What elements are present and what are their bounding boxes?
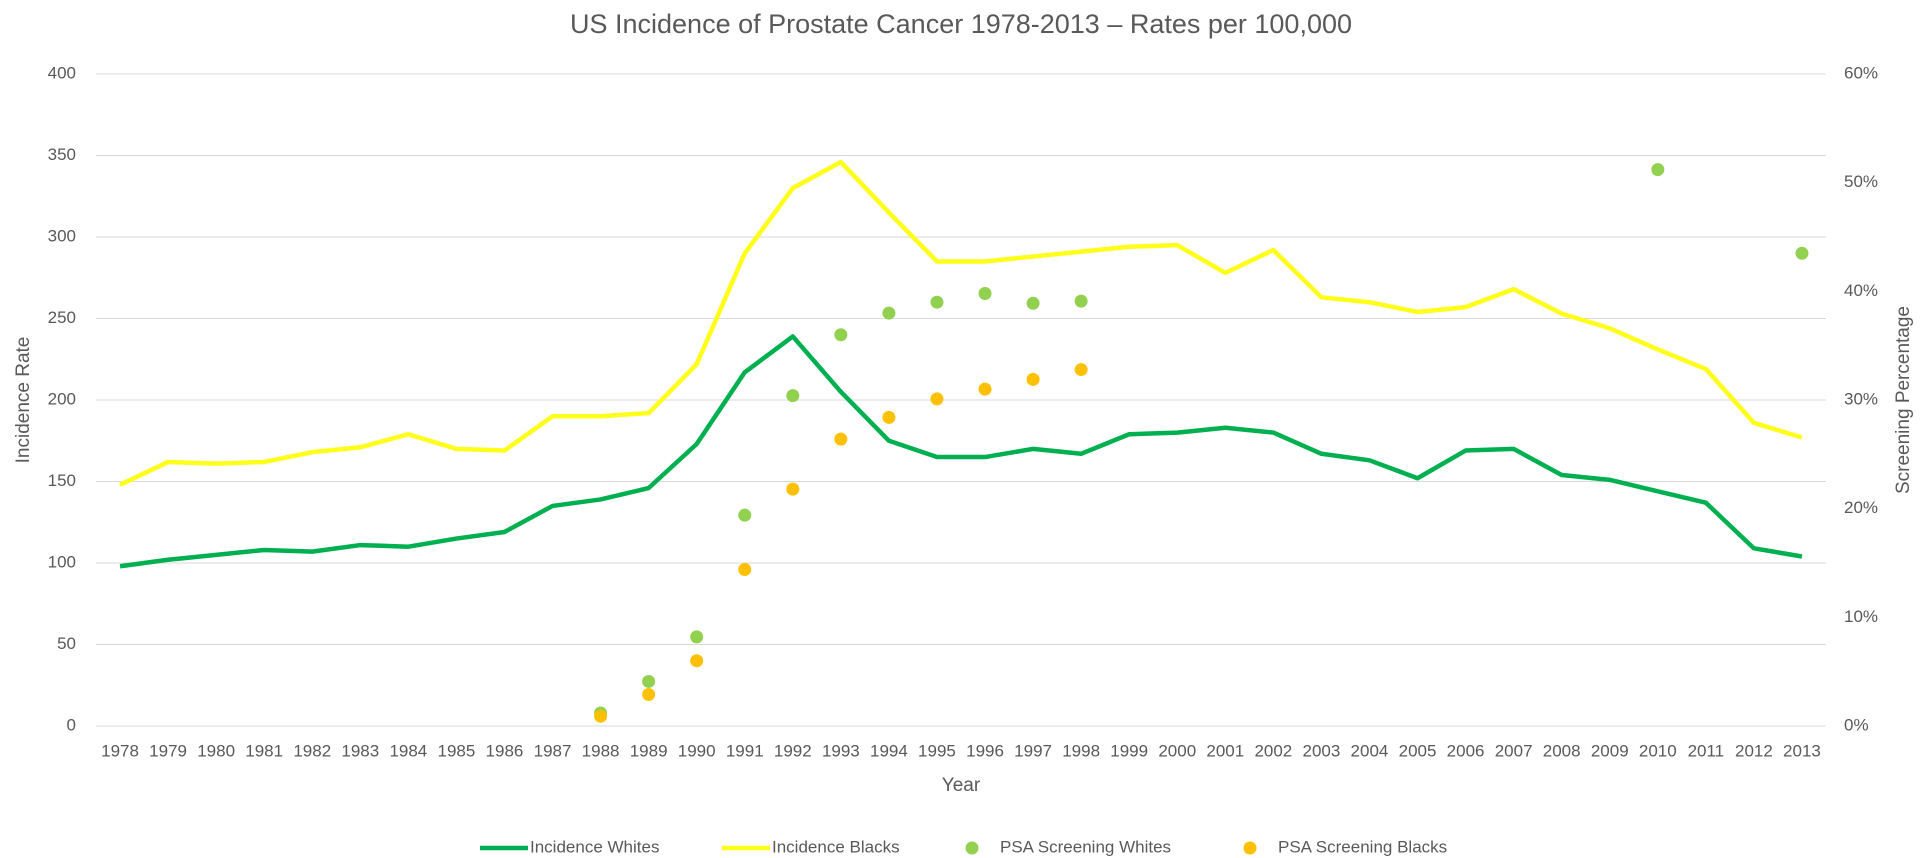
series-point (1074, 294, 1088, 308)
x-tick-label: 2007 (1495, 741, 1533, 760)
series-point (642, 674, 656, 688)
x-tick-label: 1995 (918, 741, 956, 760)
series-point (786, 389, 800, 403)
series-point (978, 287, 992, 301)
x-tick-label: 2004 (1351, 741, 1389, 760)
legend-label: Incidence Whites (530, 837, 659, 856)
series-point (786, 482, 800, 496)
x-tick-label: 2001 (1206, 741, 1244, 760)
legend-label: PSA Screening Blacks (1278, 837, 1447, 856)
x-tick-label: 1989 (630, 741, 668, 760)
y-tick-label: 350 (48, 145, 76, 164)
series-point (834, 432, 848, 446)
x-tick-label: 1988 (582, 741, 620, 760)
x-tick-label: 1999 (1110, 741, 1148, 760)
x-tick-label: 2010 (1639, 741, 1677, 760)
series-point (978, 382, 992, 396)
y-tick-label: 100 (48, 552, 76, 571)
x-tick-label: 2009 (1591, 741, 1629, 760)
x-tick-label: 1984 (389, 741, 427, 760)
x-tick-label: 1997 (1014, 741, 1052, 760)
y2-tick-label: 40% (1844, 281, 1878, 300)
x-tick-label: 1992 (774, 741, 812, 760)
y-tick-label: 150 (48, 471, 76, 490)
series-point (690, 654, 704, 668)
y2-axis-title: Screening Percentage (1893, 306, 1914, 494)
y2-tick-label: 30% (1844, 389, 1878, 408)
series-point (882, 306, 896, 320)
y2-tick-label: 10% (1844, 607, 1878, 626)
series-point (930, 295, 944, 309)
y2-tick-label: 0% (1844, 715, 1869, 734)
legend-label: PSA Screening Whites (1000, 837, 1171, 856)
x-tick-label: 1979 (149, 741, 187, 760)
series-line (119, 334, 1803, 569)
y-tick-label: 0 (67, 715, 76, 734)
x-tick-label: 1987 (534, 741, 572, 760)
series-point (690, 630, 704, 644)
y2-tick-label: 50% (1844, 172, 1878, 191)
x-tick-label: 1981 (245, 741, 283, 760)
x-tick-label: 1991 (726, 741, 764, 760)
legend-label: Incidence Blacks (772, 837, 900, 856)
chart-title: US Incidence of Prostate Cancer 1978-201… (570, 9, 1352, 39)
x-tick-label: 2012 (1735, 741, 1773, 760)
series-point (594, 709, 608, 723)
x-tick-label: 2006 (1447, 741, 1485, 760)
legend-swatch (1243, 841, 1257, 855)
x-tick-label: 1983 (341, 741, 379, 760)
y-tick-label: 50 (57, 634, 76, 653)
y-axis-title: Incidence Rate (13, 337, 34, 464)
series-point (1026, 372, 1040, 386)
y-tick-label: 300 (48, 226, 76, 245)
series-line (119, 159, 1803, 487)
x-tick-label: 1998 (1062, 741, 1100, 760)
x-tick-label: 2011 (1688, 741, 1725, 760)
x-tick-label: 1996 (966, 741, 1004, 760)
series-point (642, 687, 656, 701)
series-point (738, 508, 752, 522)
x-tick-label: 2002 (1254, 741, 1292, 760)
series-point (834, 328, 848, 342)
x-tick-label: 1982 (293, 741, 331, 760)
x-axis-title: Year (942, 775, 981, 796)
x-tick-label: 2005 (1399, 741, 1437, 760)
x-tick-label: 2000 (1158, 741, 1196, 760)
y-tick-label: 250 (48, 308, 76, 327)
series-point (1795, 246, 1809, 260)
series-point (1651, 163, 1665, 177)
x-tick-label: 1985 (438, 741, 476, 760)
x-tick-label: 1994 (870, 741, 908, 760)
x-tick-label: 1986 (486, 741, 524, 760)
legend-swatch (965, 841, 979, 855)
series-point (930, 392, 944, 406)
series-point (1026, 296, 1040, 310)
x-tick-label: 1990 (678, 741, 716, 760)
x-tick-label: 1993 (822, 741, 860, 760)
x-tick-label: 2008 (1543, 741, 1581, 760)
series-point (882, 410, 896, 424)
y-tick-label: 200 (48, 389, 76, 408)
x-tick-label: 1980 (197, 741, 235, 760)
x-tick-label: 2003 (1303, 741, 1341, 760)
y-tick-label: 400 (48, 63, 76, 82)
y2-tick-label: 20% (1844, 498, 1878, 517)
x-tick-label: 1978 (101, 741, 139, 760)
y2-tick-label: 60% (1844, 63, 1878, 82)
series-point (1074, 363, 1088, 377)
series-point (738, 563, 752, 577)
x-tick-label: 2013 (1783, 741, 1821, 760)
